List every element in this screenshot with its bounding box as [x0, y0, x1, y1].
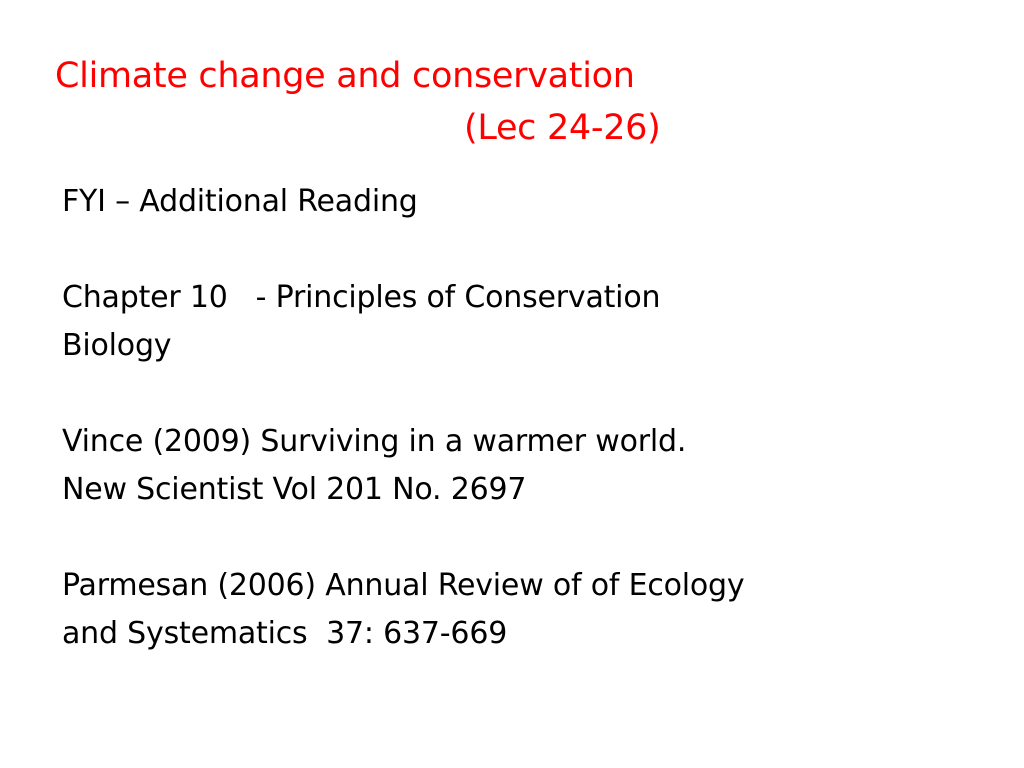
- reference-1-line-1: Chapter 10 - Principles of Conservation: [62, 280, 661, 315]
- slide-title: Climate change and conservation: [55, 56, 635, 96]
- reference-2-line-2: New Scientist Vol 201 No. 2697: [62, 472, 527, 507]
- slide-title-lecture-range: (Lec 24-26): [464, 108, 661, 148]
- spacer: [62, 370, 992, 418]
- reading-heading: FYI – Additional Reading: [62, 184, 418, 219]
- reading-list: FYI – Additional Reading Chapter 10 - Pr…: [62, 178, 992, 658]
- reference-2-line-1: Vince (2009) Surviving in a warmer world…: [62, 424, 687, 459]
- reference-3-line-2: and Systematics 37: 637-669: [62, 616, 508, 651]
- reference-1-line-2: Biology: [62, 328, 172, 363]
- spacer: [62, 226, 992, 274]
- reference-3-line-1: Parmesan (2006) Annual Review of of Ecol…: [62, 568, 745, 603]
- spacer: [62, 514, 992, 562]
